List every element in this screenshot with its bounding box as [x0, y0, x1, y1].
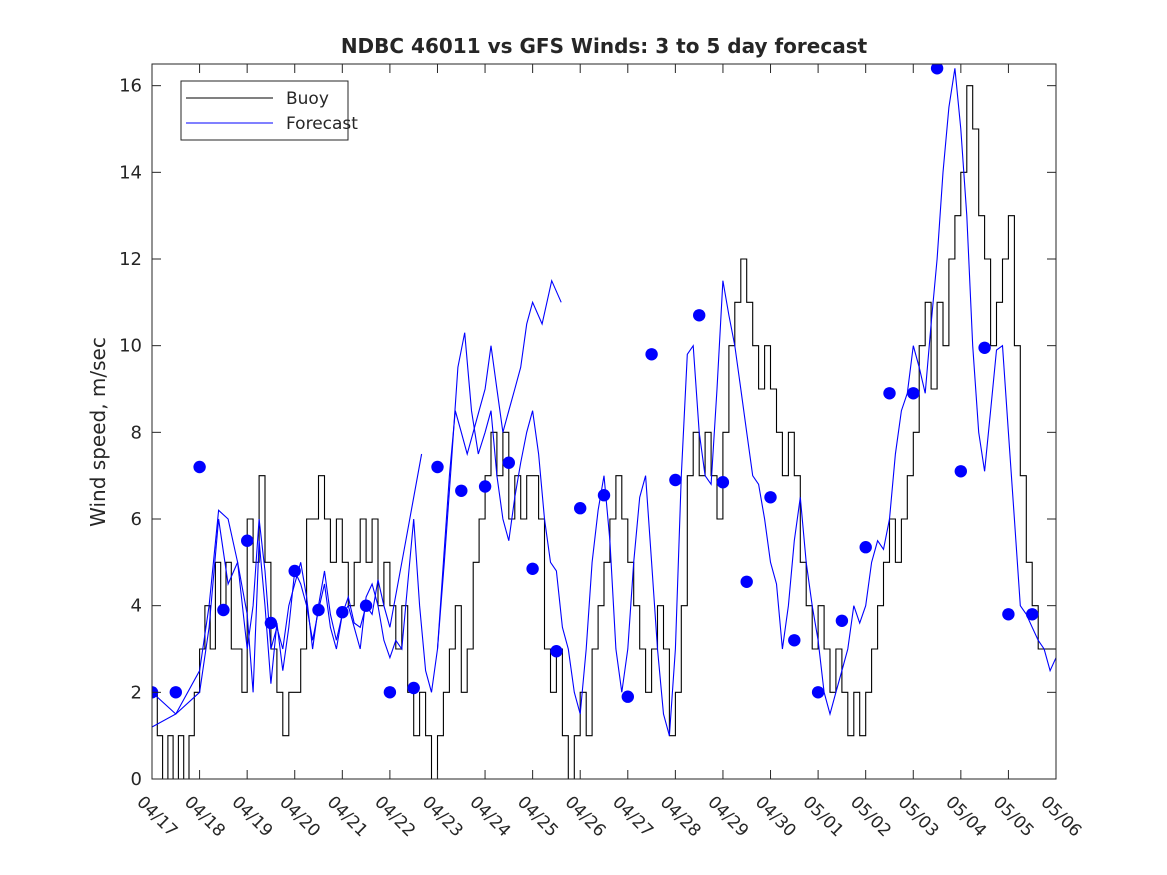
forecast-marker — [455, 484, 468, 497]
x-tick-label: 05/05 — [989, 792, 1038, 841]
forecast-marker — [883, 387, 896, 400]
x-tick-label: 04/30 — [751, 792, 800, 841]
forecast-marker — [431, 460, 444, 474]
x-tick-label: 04/26 — [561, 792, 610, 841]
forecast-marker — [502, 456, 515, 469]
forecast-marker — [193, 460, 206, 474]
x-tick-label: 04/21 — [323, 792, 372, 841]
legend-buoy-label: Buoy — [286, 89, 329, 109]
forecast-marker — [407, 681, 420, 695]
forecast-marker — [478, 480, 492, 493]
forecast-marker — [1002, 608, 1015, 621]
x-tick-label: 04/25 — [513, 792, 562, 841]
forecast-marker — [907, 387, 920, 400]
forecast-marker — [621, 690, 634, 703]
y-tick-label: 0 — [131, 769, 142, 790]
plot-area — [152, 64, 1056, 779]
x-tick-label: 04/20 — [275, 792, 324, 841]
forecast-marker — [764, 491, 777, 504]
x-tick-label: 05/04 — [941, 792, 990, 841]
forecast-marker — [312, 603, 325, 617]
forecast-marker — [859, 541, 872, 554]
forecast-marker — [788, 634, 801, 647]
y-tick-label: 2 — [131, 682, 142, 703]
buoy-series-line — [152, 85, 1056, 779]
axes-box — [151, 63, 1057, 780]
y-tick-label: 14 — [119, 162, 142, 183]
x-tick-label: 05/03 — [894, 792, 943, 841]
y-tick-label: 16 — [119, 76, 142, 97]
forecast-marker — [693, 309, 706, 322]
forecast-marker — [359, 599, 373, 612]
forecast-run-line-2 — [152, 278, 562, 728]
forecast-marker — [1026, 608, 1039, 621]
forecast-marker — [550, 645, 563, 658]
forecast-marker — [526, 562, 539, 575]
forecast-marker — [264, 616, 278, 630]
forecast-marker — [597, 489, 611, 502]
x-tick-label: 04/29 — [703, 792, 752, 841]
y-tick-label: 4 — [131, 596, 142, 617]
forecast-marker — [336, 606, 349, 619]
y-axis-label: Wind speed, m/sec — [86, 337, 110, 527]
forecast-marker — [669, 473, 682, 487]
x-tick-label: 04/19 — [228, 792, 277, 841]
x-tick-label: 04/17 — [132, 792, 181, 841]
x-tick-label: 04/27 — [608, 792, 657, 841]
forecast-marker — [574, 502, 587, 515]
y-tick-label: 8 — [131, 422, 142, 443]
y-tick-label: 10 — [119, 336, 142, 357]
forecast-marker — [383, 686, 397, 699]
forecast-marker — [835, 614, 849, 627]
forecast-marker — [740, 575, 753, 588]
legend: Buoy Forecast — [180, 80, 358, 141]
x-tick-label: 04/24 — [466, 792, 515, 841]
chart-title: NDBC 46011 vs GFS Winds: 3 to 5 day fore… — [341, 34, 868, 58]
x-tick-label: 05/01 — [799, 792, 848, 841]
y-axis: 0 2 4 6 8 10 12 14 16 — [119, 76, 1056, 790]
forecast-marker — [978, 341, 991, 354]
forecast-marker — [716, 476, 730, 489]
x-tick-label: 05/06 — [1036, 792, 1085, 841]
forecast-marker — [645, 348, 658, 361]
x-tick-label: 04/28 — [656, 792, 705, 841]
legend-forecast-label: Forecast — [286, 114, 358, 134]
forecast-marker — [241, 534, 254, 547]
forecast-run-line-3 — [436, 68, 1056, 736]
forecast-marker — [217, 603, 230, 617]
forecast-marker — [930, 64, 944, 75]
forecast-marker — [954, 465, 967, 478]
x-tick-label: 05/02 — [846, 792, 895, 841]
forecast-run-line-1 — [152, 453, 423, 715]
y-tick-label: 6 — [131, 509, 142, 530]
x-tick-label: 04/23 — [418, 792, 467, 841]
x-tick-label: 04/22 — [370, 792, 419, 841]
forecast-marker — [811, 686, 825, 699]
y-tick-label: 12 — [119, 249, 142, 270]
forecast-marker — [288, 564, 301, 578]
x-tick-label: 04/18 — [180, 792, 229, 841]
forecast-marker — [169, 686, 182, 699]
